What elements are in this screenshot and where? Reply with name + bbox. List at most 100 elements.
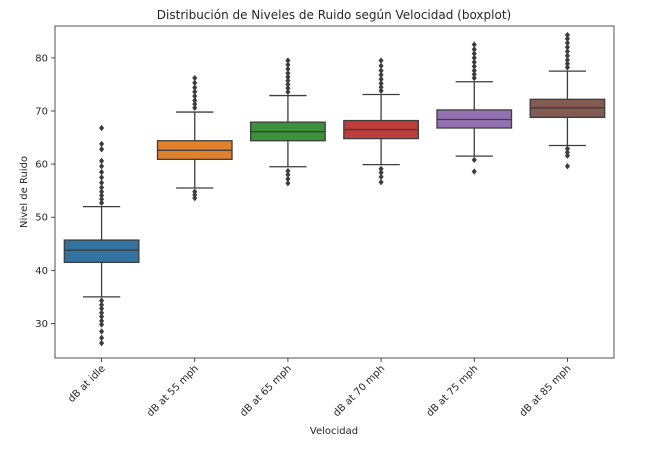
outlier-point — [99, 313, 105, 320]
outlier-point — [564, 31, 570, 39]
y-tick-label: 60 — [35, 160, 48, 171]
outlier-point — [471, 168, 477, 175]
outlier-point — [564, 39, 570, 47]
x-tick-label: dB at 75 mph — [425, 363, 481, 419]
outlier-point — [471, 63, 477, 70]
outlier-point — [192, 88, 198, 96]
outlier-point — [192, 104, 198, 112]
chart-title: Distribución de Niveles de Ruido según V… — [157, 8, 511, 22]
y-tick-label: 70 — [35, 106, 48, 117]
outlier-point — [99, 317, 105, 325]
outlier-point — [378, 83, 384, 91]
outlier-point — [285, 175, 291, 183]
outlier-point — [378, 67, 384, 74]
outlier-point — [99, 321, 105, 328]
outlier-point — [285, 180, 291, 187]
outlier-point — [99, 339, 105, 347]
outlier-point — [378, 75, 384, 83]
outlier-point — [471, 71, 477, 78]
outlier-point — [564, 152, 570, 159]
outlier-point — [99, 199, 105, 207]
outlier-point — [99, 146, 105, 153]
outlier-point — [99, 301, 105, 309]
outlier-point — [192, 84, 198, 91]
outlier-point — [99, 174, 105, 181]
outlier-point — [285, 70, 291, 77]
outlier-point — [192, 100, 198, 108]
outlier-point — [471, 41, 477, 48]
outlier-point — [378, 173, 384, 181]
x-tick-label: dB at idle — [66, 363, 107, 404]
box-group-2 — [156, 74, 233, 202]
outlier-point — [564, 145, 570, 152]
outlier-point — [99, 140, 105, 148]
outlier-point — [192, 97, 198, 104]
outlier-point — [564, 35, 570, 42]
y-tick-label: 50 — [35, 213, 48, 224]
outlier-point — [378, 178, 384, 186]
outlier-point — [378, 165, 384, 173]
outlier-point — [99, 195, 105, 203]
outlier-point — [192, 194, 198, 202]
outlier-point — [99, 334, 105, 342]
outlier-point — [99, 192, 105, 199]
x-tick-label: dB at 85 mph — [518, 363, 574, 419]
box-group-1 — [63, 124, 140, 347]
x-axis-label: Velocidad — [310, 426, 358, 437]
outlier-point — [378, 57, 384, 64]
outlier-point — [378, 169, 384, 176]
outlier-point — [285, 77, 291, 84]
x-tick-label: dB at 65 mph — [238, 363, 294, 419]
outlier-point — [564, 163, 570, 170]
outlier-point — [285, 88, 291, 96]
y-tick-label: 40 — [35, 266, 48, 277]
outlier-point — [285, 167, 291, 175]
outlier-point — [471, 156, 477, 164]
outlier-point — [471, 46, 477, 53]
box-group-4 — [343, 57, 420, 186]
outlier-point — [564, 64, 570, 71]
box-group-3 — [249, 57, 326, 187]
outlier-point — [378, 87, 384, 95]
y-tick-label: 80 — [35, 53, 48, 64]
outlier-point — [99, 184, 105, 191]
x-tick-label: dB at 55 mph — [145, 363, 201, 419]
outlier-point — [378, 62, 384, 70]
y-axis-label: Nivel de Ruido — [19, 156, 30, 228]
outlier-point — [99, 188, 105, 195]
outlier-point — [285, 73, 291, 81]
plot-area — [63, 31, 606, 347]
box-group-5 — [436, 41, 513, 175]
outlier-point — [99, 297, 105, 304]
outlier-point — [99, 168, 105, 176]
box-group-6 — [529, 31, 606, 170]
outlier-point — [564, 48, 570, 55]
outlier-point — [471, 54, 477, 62]
x-axis: dB at idle dB at 55 mph dB at 65 mph dB at … — [66, 358, 574, 419]
outlier-point — [285, 81, 291, 88]
outlier-point — [192, 74, 198, 82]
outlier-point — [285, 57, 291, 64]
outlier-point — [285, 84, 291, 92]
outlier-point — [99, 163, 105, 170]
y-tick-label: 30 — [35, 319, 48, 330]
outlier-point — [564, 56, 570, 64]
outlier-point — [285, 171, 291, 178]
outlier-point — [285, 65, 291, 73]
x-tick-label: dB at 70 mph — [331, 363, 387, 419]
outlier-point — [471, 58, 477, 66]
outlier-point — [99, 309, 105, 317]
outlier-point — [99, 124, 105, 132]
outlier-point — [192, 79, 198, 87]
outlier-point — [285, 61, 291, 68]
outlier-point — [99, 179, 105, 186]
outlier-point — [99, 305, 105, 312]
plot-frame — [54, 25, 615, 359]
outlier-point — [378, 71, 384, 79]
outlier-point — [99, 328, 105, 335]
outlier-point — [471, 74, 477, 82]
outlier-point — [471, 50, 477, 57]
outlier-point — [564, 52, 570, 59]
outlier-point — [471, 67, 477, 74]
